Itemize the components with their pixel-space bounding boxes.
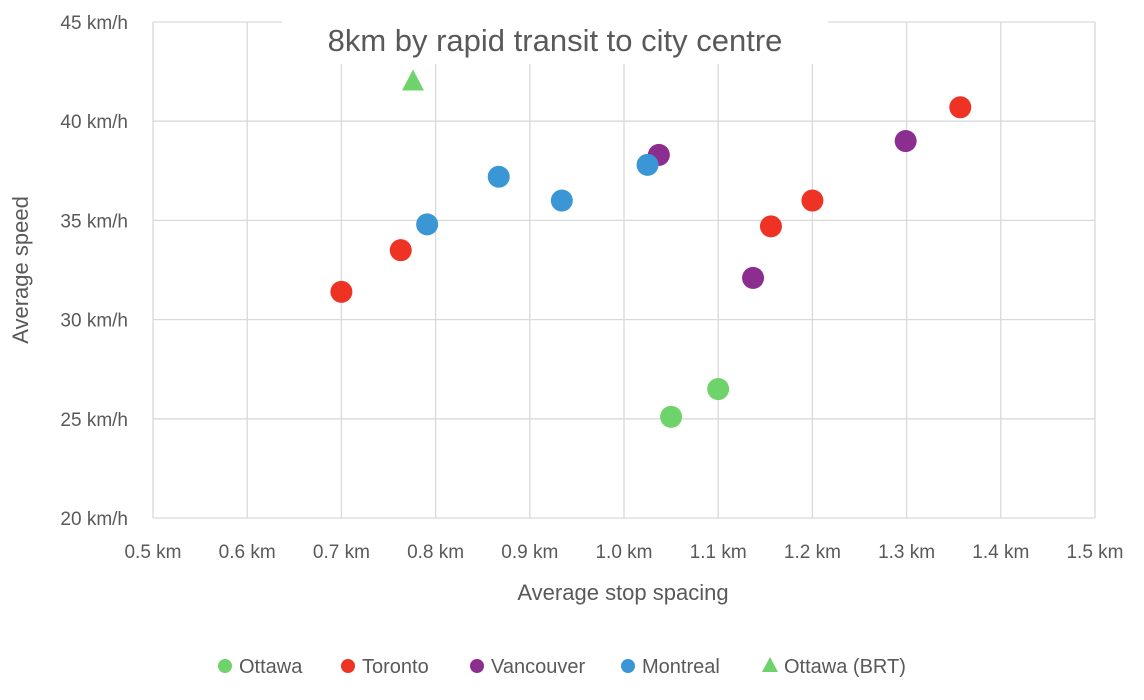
y-tick-label: 45 km/h [60,13,128,34]
x-tick-label: 1.1 km [690,542,747,563]
legend-marker [341,659,355,673]
legend-label: Montreal [642,656,720,678]
y-axis-label: Average speed [8,196,33,344]
data-point-montreal [416,213,439,236]
x-tick-label: 1.4 km [972,542,1029,563]
data-point-montreal [550,189,573,212]
legend-marker [621,659,635,673]
y-tick-label: 40 km/h [60,112,128,133]
grid [152,21,1096,519]
chart-title: 8km by rapid transit to city centre [328,23,783,58]
data-point-toronto [389,239,412,262]
data-point-montreal [487,165,510,188]
x-axis-ticks: 0.5 km 0.6 km 0.7 km 0.8 km 0.9 km 1.0 km 1.1 … [124,542,1123,563]
x-tick-label: 0.5 km [124,542,181,563]
x-tick-label: 0.7 km [313,542,370,563]
x-tick-label: 1.5 km [1066,542,1123,563]
legend-marker [762,657,778,672]
x-tick-label: 0.6 km [219,542,276,563]
x-tick-label: 1.2 km [784,542,841,563]
legend-marker [470,659,484,673]
y-tick-label: 25 km/h [60,410,128,431]
y-tick-label: 20 km/h [60,509,128,530]
data-point-ottawa [707,378,730,401]
data-point-ottawa [660,405,683,428]
data-point-ottawa-brt [401,69,424,91]
x-tick-label: 0.8 km [407,542,464,563]
data-point-toronto [759,215,782,238]
title-background [282,16,828,64]
x-tick-label: 1.3 km [878,542,935,563]
x-tick-label: 0.9 km [501,542,558,563]
legend-label: Vancouver [491,656,585,678]
y-tick-label: 35 km/h [60,211,128,232]
legend-label: Ottawa (BRT) [784,656,906,678]
y-tick-label: 30 km/h [60,311,128,332]
data-point-montreal [636,153,659,176]
data-point-vancouver [742,266,765,289]
data-point-vancouver [894,130,917,153]
legend: Ottawa Toronto Vancouver Montreal Ottawa (BR… [218,656,906,678]
legend-marker [218,659,232,673]
y-axis-ticks: 20 km/h 25 km/h 30 km/h 35 km/h 40 km/h 45 km… [60,13,128,530]
data-points [330,69,972,428]
data-point-toronto [330,280,353,303]
legend-label: Toronto [362,656,429,678]
x-tick-label: 1.0 km [595,542,652,563]
legend-label: Ottawa [239,656,303,678]
data-point-toronto [801,189,824,212]
data-point-toronto [949,96,972,119]
x-axis-label: Average stop spacing [517,580,728,605]
